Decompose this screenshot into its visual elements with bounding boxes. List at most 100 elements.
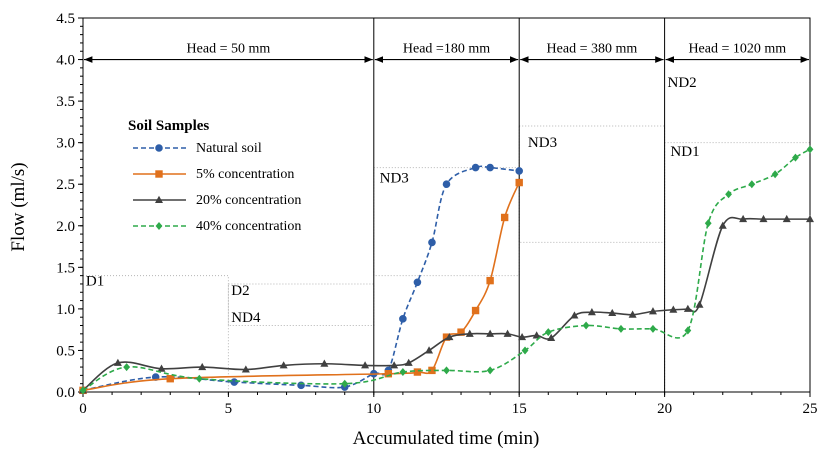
y-tick-label: 3.5	[56, 94, 75, 110]
plot-frame	[82, 17, 811, 393]
data-point-circle	[399, 315, 407, 323]
data-point-square	[166, 375, 174, 383]
y-tick-label: 0.5	[56, 343, 75, 359]
data-point-triangle	[155, 195, 163, 203]
data-point-circle	[413, 278, 422, 287]
head-intervals: Head = 50 mm Head =180 mm Head = 380 mm Hea…	[84, 42, 809, 63]
data-point-triangle	[390, 361, 399, 369]
data-point-triangle	[547, 333, 556, 341]
data-point-diamond	[521, 346, 529, 355]
data-point-circle	[471, 163, 480, 172]
y-tick-label: 2.0	[56, 219, 75, 235]
reference-box	[664, 142, 811, 393]
data-point-triangle	[486, 329, 495, 337]
y-tick-label: 4.5	[56, 11, 75, 27]
data-point-triangle	[683, 304, 692, 312]
data-point-triangle	[113, 358, 122, 366]
data-point-square	[384, 370, 393, 378]
data-point-triangle	[695, 300, 704, 308]
data-point-diamond	[649, 324, 657, 333]
data-point-triangle	[320, 359, 329, 367]
data-point-triangle	[198, 362, 207, 371]
legend-entry-label: 20% concentration	[196, 193, 301, 208]
series-group	[79, 178, 523, 395]
y-tick-label: 1.5	[56, 260, 75, 276]
x-tick-label: 20	[657, 401, 672, 417]
data-point-diamond	[399, 368, 407, 377]
data-point-triangle	[628, 310, 637, 318]
data-point-diamond	[544, 328, 552, 337]
annotations: D1 D2 ND4 ND3 ND3 ND2 ND1	[86, 75, 700, 326]
head-interval-label: Head = 380 mm	[547, 42, 638, 57]
data-point-triangle	[739, 214, 748, 223]
legend-title: Soil Samples	[128, 118, 209, 134]
data-point-diamond	[486, 366, 494, 375]
y-tick-label: 1.0	[56, 302, 75, 318]
x-tick-label: 15	[512, 401, 527, 417]
region-annotation: ND2	[668, 75, 697, 91]
region-annotation: D1	[86, 274, 104, 290]
legend-entry-label: Natural soil	[196, 141, 262, 156]
phase-boundaries	[373, 18, 666, 392]
data-point-diamond	[195, 374, 203, 383]
reference-box	[373, 167, 520, 277]
data-point-circle	[442, 180, 451, 189]
y-axis-title: Flow (ml/s)	[8, 162, 29, 251]
reference-box	[227, 283, 375, 327]
data-point-triangle	[806, 214, 814, 223]
region-annotation: ND3	[380, 171, 409, 187]
data-point-triangle	[669, 305, 678, 313]
y-tick-label: 3.0	[56, 136, 75, 152]
data-point-square	[486, 276, 494, 285]
data-point-diamond	[771, 170, 779, 179]
data-point-triangle	[465, 329, 474, 337]
legend: Soil Samples Natural soil 5% concentration…	[128, 118, 301, 234]
region-annotation: ND1	[670, 144, 699, 160]
series-layer	[79, 145, 814, 395]
data-point-triangle	[279, 361, 288, 369]
data-point-circle	[155, 144, 163, 152]
data-point-diamond	[582, 321, 590, 330]
data-point-triangle	[157, 364, 166, 372]
data-point-diamond	[123, 363, 131, 372]
legend-entry-label: 40% concentration	[196, 219, 301, 234]
data-point-triangle	[782, 214, 791, 223]
axes: 0 5 10 15 20 25 0.0 0.5 1.0 1.5 2.0 2.5 3.0 3.5 4.0 4.5	[56, 11, 817, 417]
data-point-triangle	[570, 311, 579, 319]
data-point-square	[155, 170, 163, 178]
series-line	[82, 182, 520, 392]
data-point-triangle	[532, 331, 541, 339]
x-tick-label: 5	[225, 401, 233, 417]
data-point-diamond	[748, 180, 756, 189]
data-point-triangle	[361, 361, 370, 369]
data-point-square	[457, 328, 465, 336]
x-tick-label: 0	[79, 401, 87, 417]
data-point-circle	[515, 167, 524, 175]
data-point-square	[515, 178, 523, 187]
region-annotation: ND3	[528, 135, 557, 151]
y-tick-label: 2.5	[56, 177, 75, 193]
data-point-triangle	[608, 308, 617, 317]
data-point-triangle	[648, 307, 657, 315]
data-point-triangle	[503, 329, 512, 337]
data-point-triangle	[718, 221, 727, 229]
x-axis-title: Accumulated time (min)	[353, 428, 540, 449]
region-annotation: D2	[231, 283, 249, 299]
y-tick-label: 4.0	[56, 53, 75, 69]
data-point-diamond	[79, 386, 87, 395]
head-interval-label: Head = 1020 mm	[688, 42, 786, 57]
data-point-diamond	[806, 145, 814, 154]
data-point-triangle	[445, 332, 454, 341]
data-point-triangle	[518, 332, 527, 341]
data-point-diamond	[617, 324, 625, 333]
data-point-diamond	[684, 326, 692, 335]
series-group	[79, 145, 814, 395]
data-point-diamond	[155, 222, 163, 230]
data-point-diamond	[792, 153, 799, 162]
data-point-circle	[428, 238, 436, 247]
series-group	[79, 214, 814, 394]
data-point-square	[413, 368, 422, 376]
x-tick-label: 10	[366, 401, 381, 417]
data-point-diamond	[725, 190, 732, 199]
